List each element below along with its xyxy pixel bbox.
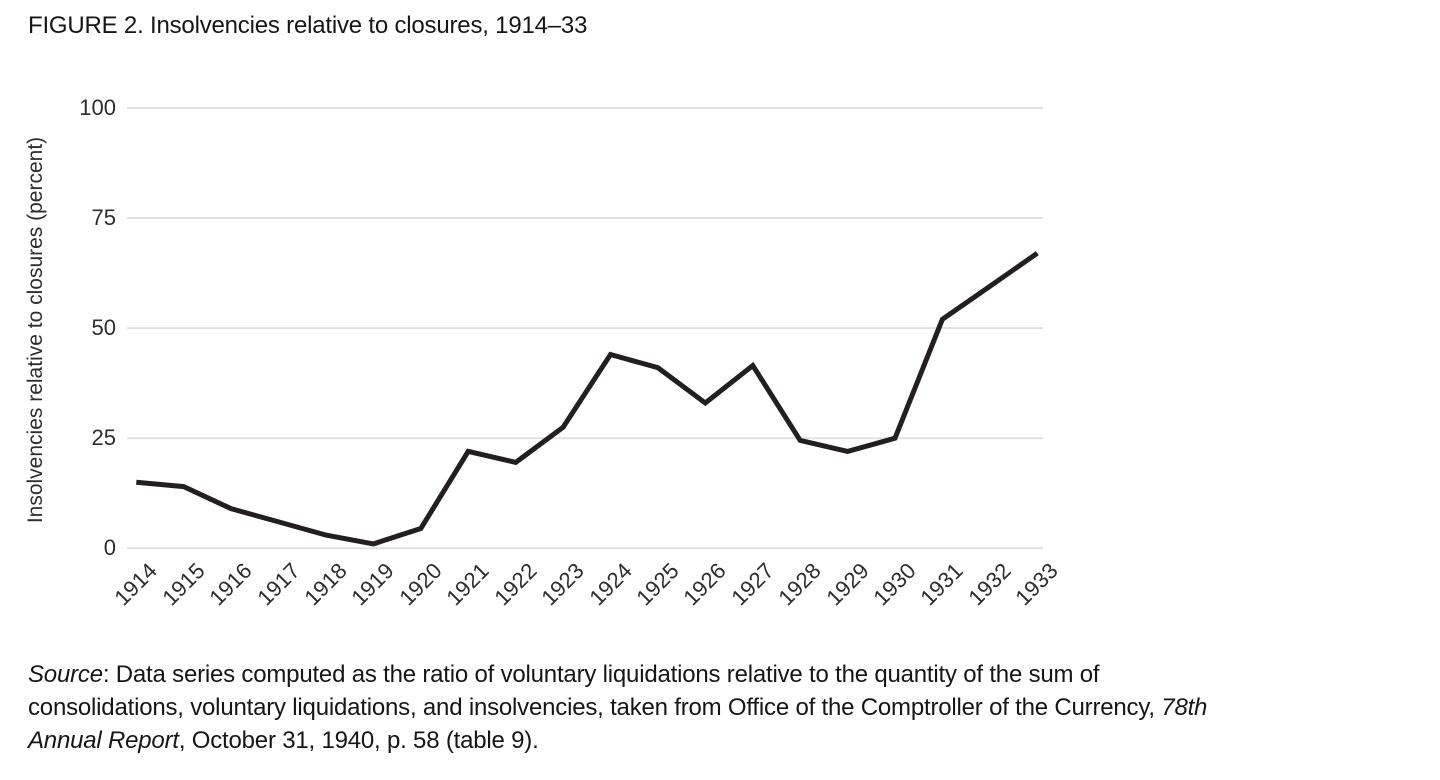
source-note-line: consolidations, voluntary liquidations, … bbox=[28, 691, 1207, 724]
x-tick-label: 1930 bbox=[868, 558, 921, 611]
y-tick-label: 50 bbox=[91, 315, 116, 340]
x-tick-label: 1915 bbox=[157, 558, 210, 611]
x-tick-label: 1917 bbox=[252, 558, 305, 611]
x-tick-label: 1933 bbox=[1010, 558, 1063, 611]
source-italic-text: Source bbox=[28, 661, 103, 688]
figure-title: FIGURE 2. Insolvencies relative to closu… bbox=[28, 12, 588, 39]
x-tick-label: 1920 bbox=[394, 558, 447, 611]
source-italic-text: Annual Report bbox=[28, 727, 179, 754]
source-text: , October 31, 1940, p. 58 (table 9). bbox=[178, 727, 539, 754]
y-tick-label: 25 bbox=[91, 425, 116, 450]
y-tick-label: 100 bbox=[79, 95, 116, 120]
y-tick-label: 75 bbox=[91, 205, 116, 230]
x-tick-label: 1924 bbox=[584, 558, 637, 611]
source-note: Source: Data series computed as the rati… bbox=[28, 658, 1207, 757]
x-tick-label: 1918 bbox=[299, 558, 352, 611]
y-tick-label: 0 bbox=[103, 535, 116, 560]
x-tick-label: 1927 bbox=[726, 558, 779, 611]
x-tick-label: 1916 bbox=[204, 558, 257, 611]
x-tick-label: 1932 bbox=[963, 558, 1016, 611]
x-tick-label: 1923 bbox=[536, 558, 589, 611]
x-tick-label: 1925 bbox=[631, 558, 684, 611]
x-tick-label: 1926 bbox=[678, 558, 731, 611]
x-tick-label: 1928 bbox=[773, 558, 826, 611]
source-note-line: Source: Data series computed as the rati… bbox=[28, 658, 1207, 691]
x-tick-label: 1914 bbox=[109, 558, 162, 611]
x-tick-label: 1922 bbox=[489, 558, 542, 611]
x-tick-label: 1931 bbox=[915, 558, 968, 611]
source-text: : Data series computed as the ratio of v… bbox=[102, 661, 1100, 688]
data-series-line bbox=[136, 251, 1039, 547]
source-text: consolidations, voluntary liquidations, … bbox=[28, 694, 1162, 721]
x-tick-label: 1929 bbox=[821, 558, 874, 611]
source-note-line: Annual Report, October 31, 1940, p. 58 (… bbox=[28, 724, 1207, 757]
source-italic-text: 78th bbox=[1161, 694, 1208, 721]
x-tick-label: 1921 bbox=[441, 558, 494, 611]
x-tick-label: 1919 bbox=[346, 558, 399, 611]
